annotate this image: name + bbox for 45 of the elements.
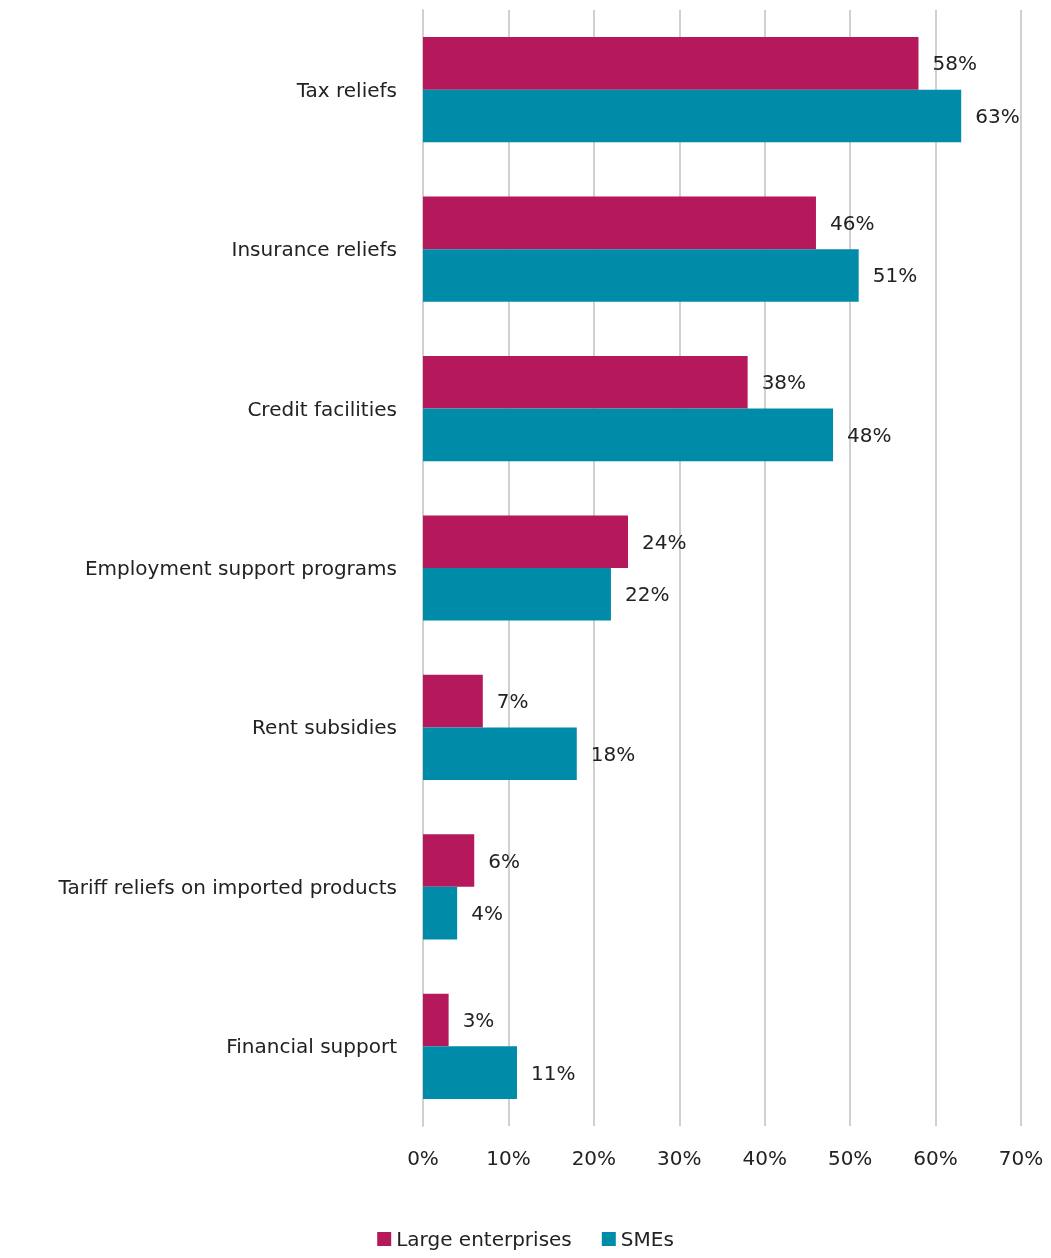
bar xyxy=(423,727,577,781)
bar xyxy=(423,886,458,940)
data-label: 11% xyxy=(530,1060,576,1085)
bar xyxy=(423,355,748,409)
data-label: 48% xyxy=(847,422,892,447)
x-tick-label: 0% xyxy=(407,1146,439,1170)
bar xyxy=(423,1046,517,1099)
data-label: 18% xyxy=(590,741,636,766)
data-label: 58% xyxy=(932,51,977,76)
data-label: 6% xyxy=(488,848,520,873)
bar xyxy=(423,568,611,621)
x-tick-label: 10% xyxy=(486,1146,531,1170)
data-label: 7% xyxy=(496,689,529,714)
y-tick-label: Tax reliefs xyxy=(295,77,397,102)
bar xyxy=(423,834,475,887)
data-label: 22% xyxy=(624,582,670,607)
data-label: 63% xyxy=(975,104,1020,129)
x-tick-label: 20% xyxy=(571,1146,617,1170)
legend-label: Large enterprises xyxy=(396,1227,572,1251)
data-label: 46% xyxy=(829,210,875,235)
bar xyxy=(423,37,919,90)
x-tick-label: 60% xyxy=(913,1146,958,1170)
data-label: 24% xyxy=(642,529,687,554)
y-tick-label: Employment support programs xyxy=(84,556,397,580)
bar xyxy=(423,408,834,462)
data-label: 4% xyxy=(471,901,503,926)
bar xyxy=(423,249,859,302)
y-tick-label: Insurance reliefs xyxy=(231,237,397,262)
bar xyxy=(423,89,962,143)
x-tick-label: 50% xyxy=(827,1146,873,1170)
bar xyxy=(423,196,816,250)
data-label: 51% xyxy=(872,263,918,288)
y-tick-label: Financial support xyxy=(226,1034,398,1059)
y-tick-label: Credit facilities xyxy=(247,396,397,421)
y-tick-label: Rent subsidies xyxy=(252,715,397,740)
x-tick-label: 30% xyxy=(657,1146,702,1170)
x-tick-label: 70% xyxy=(998,1146,1044,1170)
bar xyxy=(423,674,483,728)
data-label: 38% xyxy=(761,370,807,395)
legend-label: SMEs xyxy=(620,1227,674,1251)
data-label: 3% xyxy=(462,1007,495,1032)
bar xyxy=(423,993,449,1047)
y-tick-label: Tariff reliefs on imported products xyxy=(57,874,397,899)
bar xyxy=(423,515,629,568)
x-tick-label: 40% xyxy=(742,1146,787,1170)
